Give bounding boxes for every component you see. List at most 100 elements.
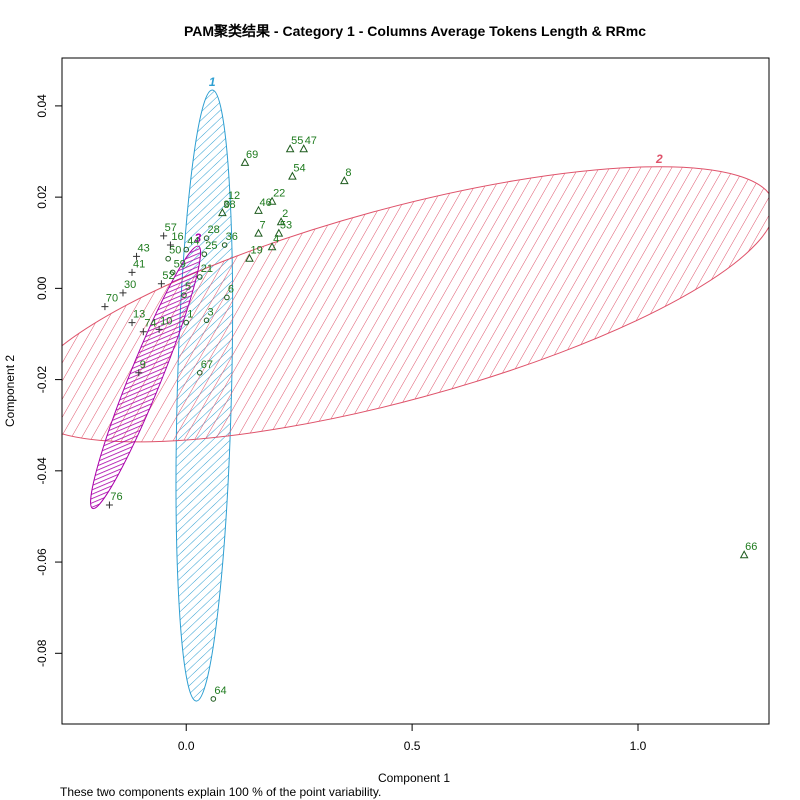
point-label: 30 [124, 279, 136, 291]
cluster-1-point [210, 696, 217, 702]
x-tick-label: 1.0 [630, 739, 647, 753]
cluster-2-point [274, 228, 284, 237]
cluster-1-point [224, 294, 230, 301]
point-label: 76 [110, 491, 122, 503]
point-label: 22 [273, 188, 285, 200]
y-tick-label: 0.04 [35, 94, 49, 118]
chart-title: PAM聚类结果 - Category 1 - Columns Average T… [184, 23, 646, 39]
cluster-1-point [183, 319, 190, 326]
cluster-2-point [276, 217, 286, 226]
point-label: 55 [291, 135, 303, 147]
cluster-1-point [169, 269, 176, 276]
point-label: 47 [305, 135, 317, 147]
variability-footnote: These two components explain 100 % of th… [60, 785, 381, 799]
point-label: 57 [165, 222, 177, 234]
cluster-2-point [340, 176, 349, 185]
cluster-3-point [135, 369, 143, 377]
y-tick-label: 0.00 [35, 276, 49, 300]
cluster-2-point [267, 242, 277, 251]
point-label: 59 [174, 258, 186, 270]
point-label: 12 [228, 190, 240, 202]
y-tick-label: -0.04 [35, 457, 49, 485]
cluster-2-point [245, 253, 254, 262]
point-label: 19 [250, 245, 262, 257]
point-label: 25 [205, 240, 217, 252]
y-tick-label: 0.02 [35, 185, 49, 209]
point-label: 28 [208, 224, 220, 236]
point-label: 21 [201, 263, 213, 275]
y-tick-label: -0.02 [35, 366, 49, 394]
cluster-3-point [139, 328, 147, 336]
cluster-2-ellipse [62, 166, 769, 443]
cluster-1-point [203, 317, 210, 324]
point-label: 67 [201, 359, 213, 371]
cluster-3-point [155, 325, 163, 333]
cluster-2-point [299, 144, 309, 153]
point-label: 3 [208, 306, 214, 318]
point-label: 10 [160, 315, 172, 327]
cluster-1-point [165, 255, 171, 262]
point-label: 66 [745, 541, 757, 553]
cluster-2-point [288, 171, 297, 180]
cluster-2-point [240, 157, 250, 166]
x-axis-label: Component 1 [378, 771, 450, 785]
cluster-1-point [221, 242, 228, 248]
cluster-1-point [196, 369, 203, 376]
point-label: 53 [280, 220, 292, 232]
point-label: 1 [187, 309, 193, 321]
x-tick-label: 0.5 [404, 739, 421, 753]
cluster-ellipses [62, 89, 769, 702]
cluster-3-point [105, 501, 113, 509]
point-label: 43 [138, 242, 150, 254]
y-tick-label: -0.08 [35, 639, 49, 667]
x-axis: 0.0 0.5 1.0 [178, 723, 647, 753]
point-label: 54 [293, 163, 305, 175]
point-label: 13 [133, 309, 145, 321]
point-label: 38 [223, 199, 235, 211]
cluster-1-label: 1 [209, 75, 216, 89]
point-label: 16 [171, 231, 183, 243]
point-label: 5 [185, 281, 191, 293]
cluster-3-point [133, 252, 141, 260]
cluster-2-point [267, 196, 277, 205]
y-axis-label: Component 2 [3, 355, 17, 427]
point-label: 50 [169, 245, 181, 257]
cluster-1-point [183, 246, 190, 253]
cluster-3-point [166, 241, 174, 249]
point-label: 2 [282, 208, 288, 220]
cluster-2-point [285, 144, 295, 153]
point-label: 8 [345, 167, 351, 179]
point-label: 44 [187, 236, 199, 248]
point-label: 69 [246, 149, 258, 161]
point-label: 64 [214, 685, 226, 697]
cluster-1-point [224, 201, 230, 207]
cluster-1-point [196, 274, 203, 280]
cluster-3-point [160, 232, 168, 240]
point-label: 70 [106, 293, 118, 305]
cluster-3-point [128, 319, 136, 327]
cluster-1-point [201, 251, 208, 257]
y-axis: 0.04 0.02 0.00 -0.02 -0.04 -0.06 -0.08 [35, 94, 62, 667]
cluster-3-ellipse [90, 245, 202, 510]
cluster-1-point [181, 292, 187, 299]
point-label: 36 [226, 231, 238, 243]
cluster-2-point [218, 208, 227, 217]
cluster-2-point [739, 550, 749, 559]
point-label: 74 [144, 318, 156, 330]
cluster-3-point [119, 289, 127, 297]
y-tick-label: -0.06 [35, 548, 49, 576]
point-label: 4 [273, 233, 279, 245]
cluster-3-point [157, 280, 165, 288]
cluster-2-point [254, 228, 263, 237]
point-label: 41 [133, 258, 145, 270]
cluster-2-label: 2 [655, 152, 663, 166]
cluster-2-point [254, 205, 263, 214]
point-label: 7 [260, 220, 266, 232]
point-label: 9 [140, 359, 146, 371]
point-label: 6 [228, 283, 234, 295]
x-tick-label: 0.0 [178, 739, 195, 753]
point-label: 52 [162, 270, 174, 282]
cluster-1-point [203, 235, 210, 241]
